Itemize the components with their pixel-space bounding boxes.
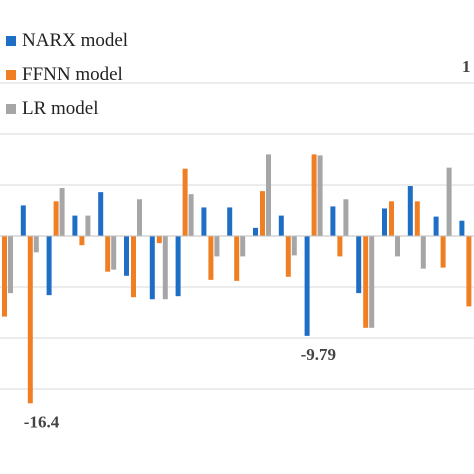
bar-lr-model-4 — [111, 236, 117, 270]
bar-ffnn-model-13 — [337, 236, 343, 257]
bar-narx-model-10 — [253, 227, 258, 236]
bar-ffnn-model-5 — [131, 236, 136, 298]
bar-narx-model-1 — [20, 205, 26, 236]
bar-lr-model-9 — [240, 236, 246, 257]
bar-ffnn-model-7 — [182, 168, 188, 236]
bar-narx-model-2 — [46, 236, 52, 296]
bar-narx-model-8 — [201, 207, 207, 236]
bar-narx-model-6 — [149, 236, 155, 300]
bar-ffnn-model-15 — [389, 201, 394, 236]
bar-ffnn-model-4 — [105, 236, 111, 272]
bar-lr-model-12 — [317, 155, 323, 236]
legend-swatch-narx — [6, 36, 16, 46]
legend-label-ffnn: FFNN model — [22, 64, 123, 85]
bar-lr-model-16 — [420, 236, 426, 269]
bar-ffnn-model-8 — [208, 236, 214, 280]
bar-ffnn-model-6 — [156, 236, 162, 244]
bar-ffnn-model-0 — [2, 236, 7, 317]
bar-narx-model-7 — [175, 236, 181, 297]
legend-item-lr: LR model — [6, 92, 206, 126]
legend-label-lr: LR model — [22, 98, 99, 119]
legend-item-narx: NARX model — [6, 24, 206, 58]
legend-swatch-lr — [6, 104, 16, 114]
data-label: 1 — [462, 57, 471, 76]
legend-swatch-ffnn — [6, 70, 16, 80]
bar-narx-model-18 — [459, 220, 465, 236]
bar-lr-model-15 — [395, 236, 400, 257]
bar-narx-model-14 — [356, 236, 362, 294]
bar-ffnn-model-12 — [311, 154, 317, 236]
data-labels: -16.4 -9.79 1 — [24, 57, 471, 431]
bar-ffnn-model-1 — [27, 236, 33, 404]
bar-lr-model-2 — [59, 188, 65, 236]
bar-lr-model-14 — [369, 236, 375, 328]
bar-lr-model-11 — [291, 236, 297, 256]
bar-narx-model-13 — [330, 206, 336, 236]
bar-lr-model-0 — [8, 236, 13, 294]
bar-narx-model-17 — [433, 216, 439, 236]
bar-ffnn-model-14 — [363, 236, 369, 328]
bar-ffnn-model-17 — [440, 236, 446, 268]
bar-narx-model-3 — [72, 215, 78, 236]
bar-lr-model-5 — [137, 199, 142, 236]
bar-lr-model-6 — [162, 236, 168, 300]
bar-lr-model-7 — [188, 194, 194, 236]
legend: NARX model FFNN model LR model — [6, 24, 206, 126]
bar-ffnn-model-9 — [234, 236, 240, 281]
bar-ffnn-model-11 — [285, 236, 291, 277]
data-label: -16.4 — [24, 412, 60, 431]
bars — [2, 154, 472, 404]
bar-narx-model-15 — [382, 208, 387, 236]
bar-ffnn-model-3 — [79, 236, 85, 246]
bar-narx-model-4 — [98, 192, 104, 236]
bar-narx-model-5 — [124, 236, 129, 276]
bar-ffnn-model-18 — [466, 236, 472, 307]
bar-narx-model-16 — [407, 186, 413, 236]
bar-lr-model-17 — [446, 167, 452, 236]
bar-lr-model-10 — [266, 154, 271, 236]
data-label: -9.79 — [301, 345, 336, 364]
legend-label-narx: NARX model — [22, 30, 129, 51]
bar-ffnn-model-16 — [414, 201, 420, 236]
bar-narx-model-12 — [304, 236, 310, 336]
bar-lr-model-3 — [85, 215, 91, 236]
bar-ffnn-model-2 — [53, 201, 59, 236]
bar-ffnn-model-10 — [260, 191, 265, 236]
bar-narx-model-9 — [227, 207, 233, 236]
bar-lr-model-1 — [33, 236, 39, 253]
legend-item-ffnn: FFNN model — [6, 58, 206, 92]
bar-lr-model-13 — [343, 199, 349, 236]
bar-narx-model-11 — [278, 215, 284, 236]
bar-lr-model-8 — [214, 236, 220, 257]
